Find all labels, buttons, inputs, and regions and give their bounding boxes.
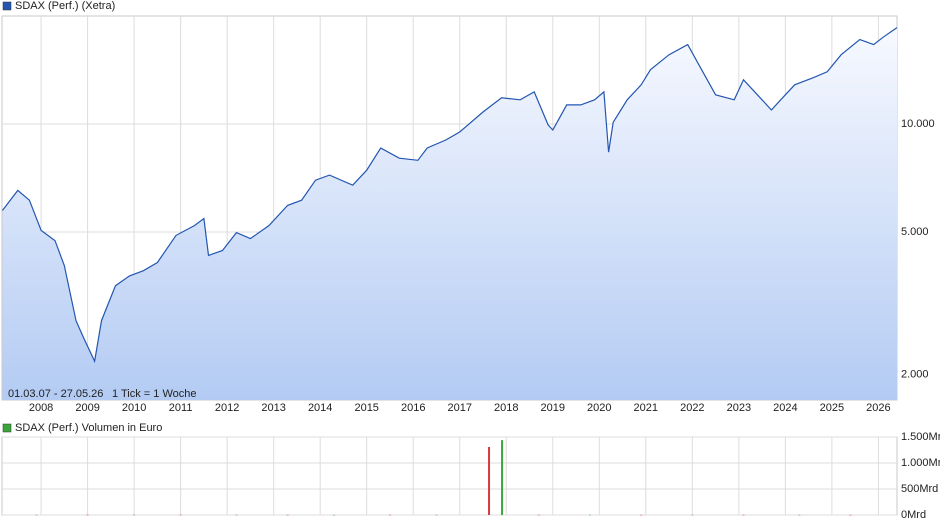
volume-bar xyxy=(133,514,136,516)
x-tick-label: 2020 xyxy=(587,402,611,414)
y-tick-label: 0Mrd xyxy=(901,509,926,521)
x-tick-label: 2017 xyxy=(447,402,471,414)
volume-bar xyxy=(35,514,38,516)
volume-bar xyxy=(640,514,643,516)
volume-bar xyxy=(488,446,491,515)
legend-swatch xyxy=(2,423,12,433)
x-tick-label: 2010 xyxy=(122,402,146,414)
area xyxy=(2,27,897,400)
x-tick-label: 2022 xyxy=(680,402,704,414)
resolution-note: 1 Tick = 1 Woche xyxy=(112,388,196,400)
volume-bar xyxy=(435,514,438,516)
y-tick-label: 10.000 xyxy=(901,118,935,130)
volume-bar xyxy=(588,514,591,516)
x-tick-label: 2008 xyxy=(29,402,53,414)
x-tick-label: 2026 xyxy=(866,402,890,414)
x-tick-label: 2012 xyxy=(215,402,239,414)
volume-bar xyxy=(388,514,391,516)
x-tick-label: 2011 xyxy=(169,402,193,414)
volume-bar xyxy=(798,514,801,516)
volume-bar xyxy=(333,514,336,516)
period-note: 01.03.07 - 27.05.26 xyxy=(8,388,103,400)
volume-bar xyxy=(286,514,289,516)
y-tick-label: 1.500Mr xyxy=(901,431,940,443)
x-tick-label: 2016 xyxy=(401,402,425,414)
plot-area xyxy=(1,436,898,516)
x-tick-label: 2018 xyxy=(494,402,518,414)
volume-bar xyxy=(742,514,745,516)
volume-bar xyxy=(179,514,182,516)
y-tick-label: 5.000 xyxy=(901,226,929,238)
x-tick-label: 2015 xyxy=(354,402,378,414)
volume-panel: SDAX (Perf.) Volumen in Euro 0Mrd 500Mrd 1.… xyxy=(1,422,940,521)
x-tick-label: 2014 xyxy=(308,402,332,414)
x-tick-label: 2024 xyxy=(773,402,797,414)
x-tick-label: 2021 xyxy=(634,402,658,414)
volume-bar xyxy=(849,514,852,516)
y-tick-label: 2.000 xyxy=(901,369,929,381)
price-panel: SDAX (Perf.) (Xetra) 2008 2009 2010 2011 2012… xyxy=(1,0,935,414)
legend-label: SDAX (Perf.) (Xetra) xyxy=(15,0,115,12)
volume-bar xyxy=(501,440,504,515)
volume-bar xyxy=(691,514,694,516)
legend-swatch xyxy=(2,1,12,11)
y-tick-label: 500Mrd xyxy=(901,483,938,495)
legend-label: SDAX (Perf.) Volumen in Euro xyxy=(15,422,162,434)
x-tick-label: 2025 xyxy=(820,402,844,414)
volume-bar xyxy=(235,514,238,516)
x-tick-label: 2009 xyxy=(75,402,99,414)
x-tick-label: 2019 xyxy=(541,402,565,414)
y-tick-label: 1.000Mr xyxy=(901,457,940,469)
x-tick-label: 2023 xyxy=(727,402,751,414)
price-line xyxy=(2,27,898,364)
volume-bar xyxy=(537,514,540,516)
x-tick-label: 2013 xyxy=(261,402,285,414)
volume-bar xyxy=(86,514,89,516)
